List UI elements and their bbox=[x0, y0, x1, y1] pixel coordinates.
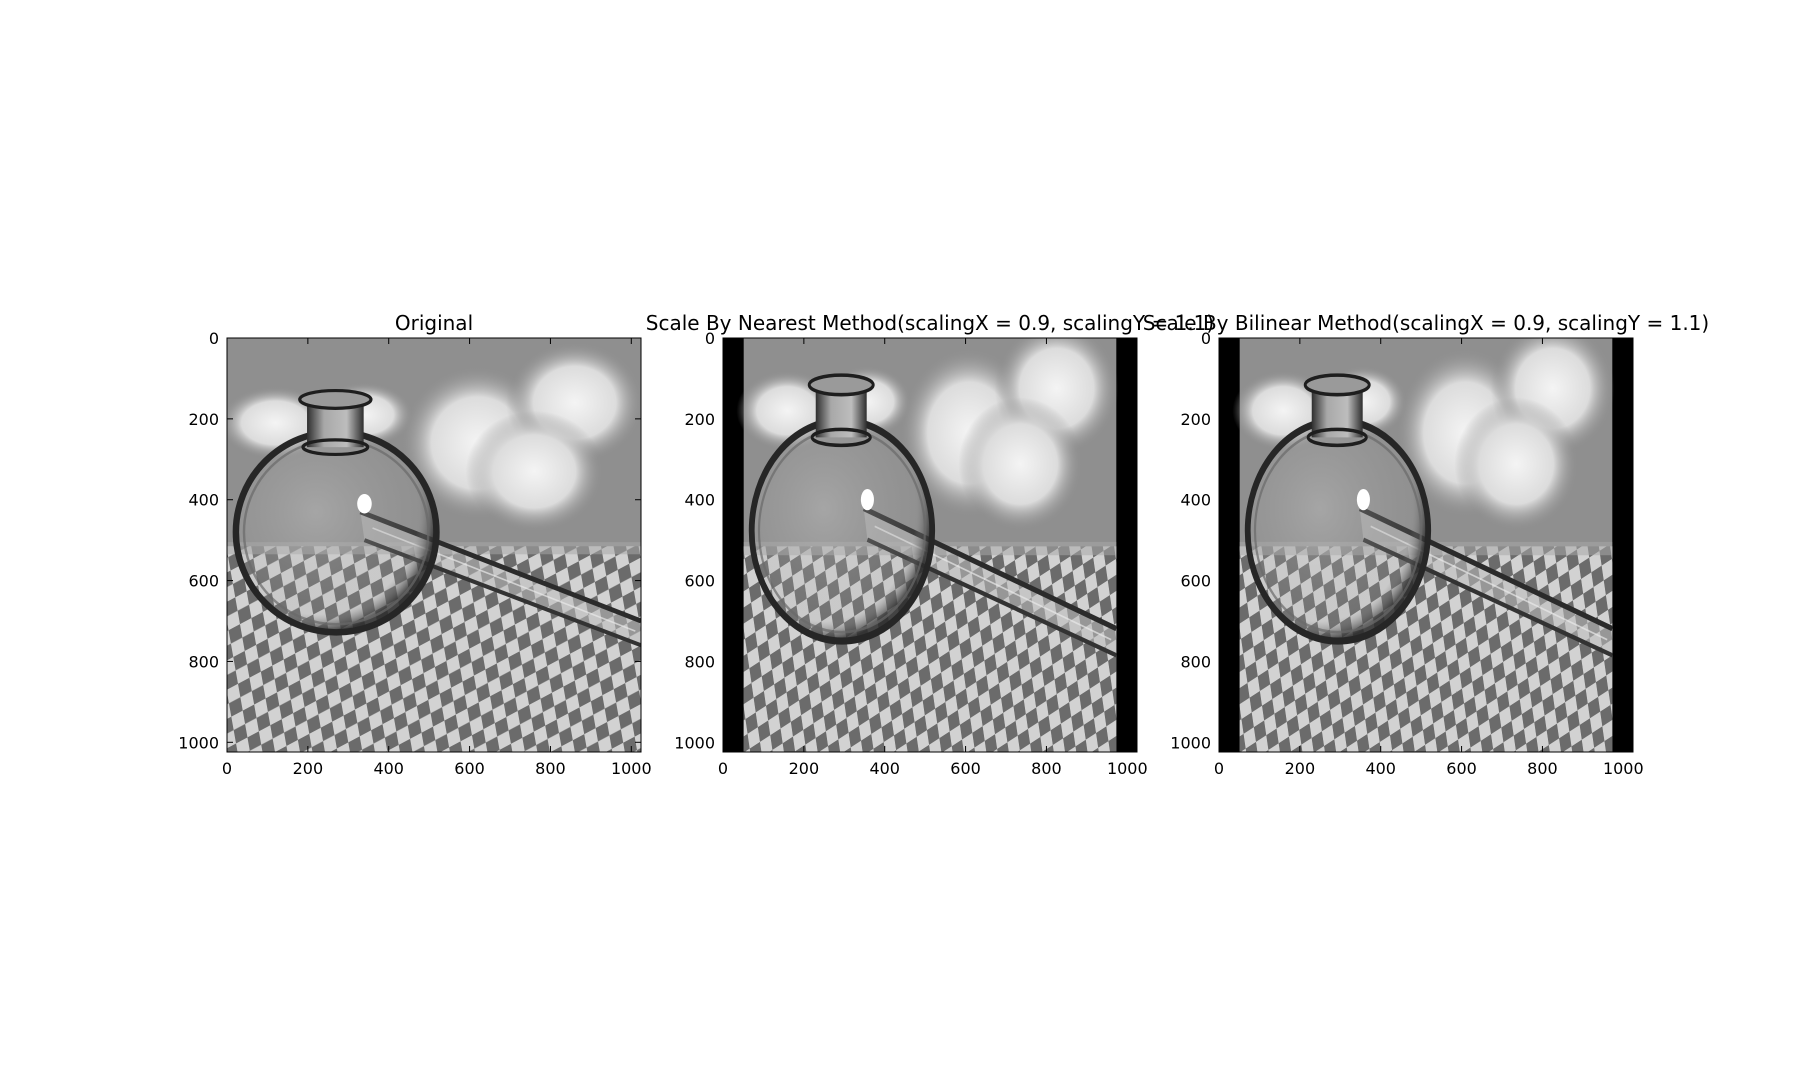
image-0 bbox=[219, 338, 644, 752]
x-tick-label: 1000 bbox=[1603, 759, 1644, 778]
x-tick-label: 200 bbox=[1285, 759, 1316, 778]
y-tick-label: 200 bbox=[1180, 410, 1211, 429]
x-tick-label: 200 bbox=[789, 759, 820, 778]
y-tick-label: 0 bbox=[209, 329, 219, 348]
axes-frame bbox=[226, 337, 642, 753]
y-tick-label: 0 bbox=[1201, 329, 1211, 348]
x-tick-label: 0 bbox=[222, 759, 232, 778]
axes-frame bbox=[722, 337, 1138, 753]
y-tick-label: 800 bbox=[188, 652, 219, 671]
y-tick-label: 400 bbox=[188, 491, 219, 510]
x-tick-label: 1000 bbox=[1107, 759, 1148, 778]
x-tick-label: 600 bbox=[1446, 759, 1477, 778]
x-tick-label: 800 bbox=[1031, 759, 1062, 778]
image-content bbox=[219, 338, 644, 752]
x-tick-label: 800 bbox=[1527, 759, 1558, 778]
y-tick-label: 400 bbox=[684, 491, 715, 510]
x-tick-label: 200 bbox=[293, 759, 324, 778]
title-nearest: Scale By Nearest Method(scalingX = 0.9, … bbox=[646, 311, 1214, 335]
y-tick-label: 200 bbox=[684, 410, 715, 429]
y-tick-label: 200 bbox=[188, 410, 219, 429]
image-content bbox=[1232, 317, 1614, 772]
x-tick-label: 1000 bbox=[611, 759, 652, 778]
x-tick-label: 600 bbox=[950, 759, 981, 778]
image-1 bbox=[723, 317, 1137, 772]
y-tick-label: 1000 bbox=[674, 733, 715, 752]
y-tick-label: 800 bbox=[684, 652, 715, 671]
title-bilinear: Scale By Bilinear Method(scalingX = 0.9,… bbox=[1143, 311, 1709, 335]
image-content bbox=[736, 317, 1118, 772]
x-tick-label: 0 bbox=[718, 759, 728, 778]
y-tick-label: 400 bbox=[1180, 491, 1211, 510]
x-tick-label: 400 bbox=[1365, 759, 1396, 778]
x-tick-label: 400 bbox=[869, 759, 900, 778]
y-tick-label: 600 bbox=[188, 572, 219, 591]
axes-frame bbox=[1218, 337, 1634, 753]
x-tick-label: 400 bbox=[373, 759, 404, 778]
x-tick-label: 800 bbox=[535, 759, 566, 778]
y-tick-label: 1000 bbox=[1170, 733, 1211, 752]
y-tick-label: 1000 bbox=[178, 733, 219, 752]
x-tick-label: 600 bbox=[454, 759, 485, 778]
x-tick-label: 0 bbox=[1214, 759, 1224, 778]
y-tick-label: 800 bbox=[1180, 652, 1211, 671]
title-original: Original bbox=[395, 311, 473, 335]
y-tick-label: 600 bbox=[1180, 572, 1211, 591]
image-2 bbox=[1219, 317, 1633, 772]
y-tick-label: 0 bbox=[705, 329, 715, 348]
y-tick-label: 600 bbox=[684, 572, 715, 591]
